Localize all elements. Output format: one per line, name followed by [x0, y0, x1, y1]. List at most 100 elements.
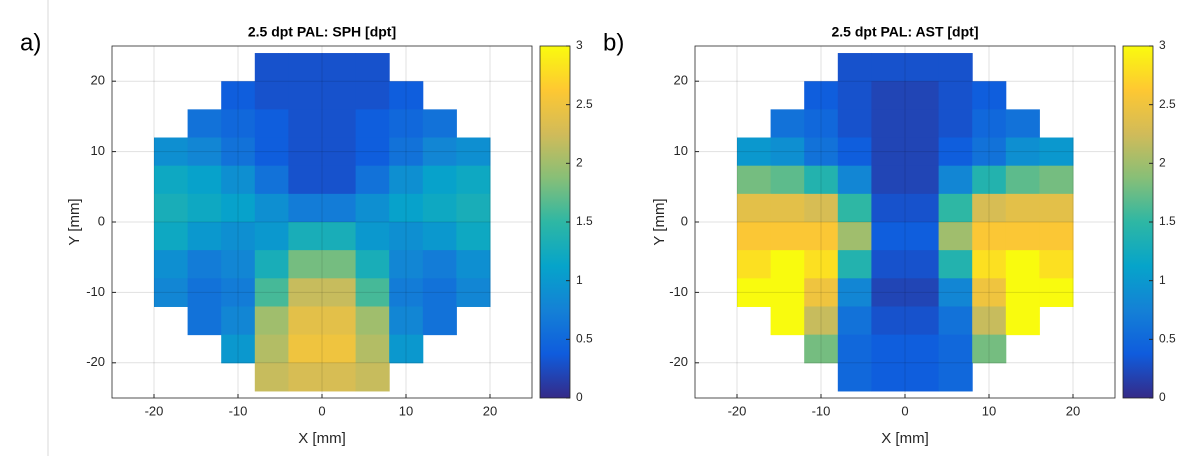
colorbar-tick-label: 1.5 — [1159, 214, 1176, 228]
heat-cell — [254, 362, 289, 392]
heat-cell — [804, 193, 839, 223]
heat-cell — [221, 165, 256, 195]
heat-cell — [938, 53, 973, 82]
heat-cell — [355, 193, 390, 223]
heat-cell — [804, 278, 839, 307]
heat-cell — [972, 278, 1007, 307]
heat-cell — [905, 334, 940, 364]
heat-cell — [804, 222, 839, 251]
heat-cell — [254, 165, 289, 195]
heat-cell — [905, 193, 940, 223]
heat-cell — [254, 109, 289, 139]
heat-cell — [837, 362, 872, 392]
colorbar — [539, 45, 571, 399]
x-tick-label: 0 — [901, 403, 908, 418]
colorbar — [1122, 45, 1154, 399]
colorbar-tick-label: 1 — [576, 273, 583, 287]
heat-cell — [456, 137, 491, 167]
heat-cell — [837, 137, 872, 167]
heat-cell — [1005, 165, 1040, 195]
heat-cell — [972, 193, 1007, 223]
y-tick-label: -20 — [669, 354, 688, 369]
heat-cell — [254, 306, 289, 336]
heat-cell — [1005, 137, 1040, 167]
heat-cell — [871, 53, 906, 82]
heat-cell — [972, 306, 1007, 336]
heat-cell — [187, 193, 222, 223]
heat-cell — [389, 165, 424, 195]
heat-cell — [871, 306, 906, 336]
heat-cell — [187, 109, 222, 139]
heat-cell — [804, 137, 839, 167]
heat-cell — [1039, 250, 1074, 279]
heat-cell — [389, 334, 424, 364]
heat-cell — [355, 165, 390, 195]
y-axis-label: Y [mm] — [651, 198, 668, 245]
heat-cell — [1039, 222, 1074, 251]
heat-cell — [221, 137, 256, 167]
x-tick-label: -20 — [145, 403, 164, 418]
heat-cell — [737, 165, 772, 195]
heat-cell — [1005, 222, 1040, 251]
heat-cell — [355, 334, 390, 364]
y-tick-label: 0 — [681, 213, 688, 228]
colorbar-tick-label: 2.5 — [1159, 97, 1176, 111]
heat-cell — [905, 53, 940, 82]
heat-cell — [187, 137, 222, 167]
heat-cell — [770, 109, 805, 139]
heat-cell — [837, 334, 872, 364]
y-tick-label: 10 — [91, 143, 105, 158]
x-tick-label: 0 — [318, 403, 325, 418]
heat-cell — [456, 250, 491, 279]
heat-cell — [389, 81, 424, 110]
heat-cell — [288, 250, 323, 279]
heat-cell — [737, 250, 772, 279]
heat-cell — [938, 250, 973, 279]
heat-cell — [737, 193, 772, 223]
heat-cell — [770, 306, 805, 336]
heat-cell — [871, 109, 906, 139]
heat-cell — [938, 193, 973, 223]
heat-cell — [154, 193, 189, 223]
heat-cell — [1005, 109, 1040, 139]
heat-cell — [288, 278, 323, 307]
axes-box — [694, 45, 1116, 399]
x-axis-label: X [mm] — [298, 430, 346, 447]
heat-cell — [938, 137, 973, 167]
heat-cell — [837, 109, 872, 139]
heat-cell — [972, 222, 1007, 251]
colorbar-tick-label: 0.5 — [576, 332, 593, 346]
heat-cell — [355, 109, 390, 139]
heat-cell — [422, 278, 457, 307]
y-tick-label: -20 — [86, 354, 105, 369]
heat-cell — [837, 278, 872, 307]
heat-cell — [221, 222, 256, 251]
panel-label: b) — [603, 29, 624, 56]
heat-cell — [938, 165, 973, 195]
heat-cell — [221, 81, 256, 110]
heat-cell — [770, 165, 805, 195]
heat-cell — [770, 278, 805, 307]
heat-cell — [804, 109, 839, 139]
heat-cell — [288, 137, 323, 167]
heat-cell — [355, 222, 390, 251]
heat-cell — [355, 278, 390, 307]
heat-cell — [154, 137, 189, 167]
heat-cell — [972, 137, 1007, 167]
chart-title: 2.5 dpt PAL: SPH [dpt] — [248, 24, 396, 40]
heat-cell — [322, 109, 357, 139]
y-tick-label: 20 — [674, 73, 688, 88]
heat-cell — [322, 222, 357, 251]
heat-cell — [770, 137, 805, 167]
x-tick-label: -10 — [812, 403, 831, 418]
heat-cell — [804, 334, 839, 364]
heat-cell — [154, 250, 189, 279]
heat-cell — [154, 222, 189, 251]
heat-cell — [905, 278, 940, 307]
heat-cell — [972, 81, 1007, 110]
heat-cell — [938, 334, 973, 364]
heat-cell — [871, 193, 906, 223]
heat-cell — [355, 306, 390, 336]
heat-cell — [154, 278, 189, 307]
colorbar-tick-label: 1.5 — [576, 214, 593, 228]
